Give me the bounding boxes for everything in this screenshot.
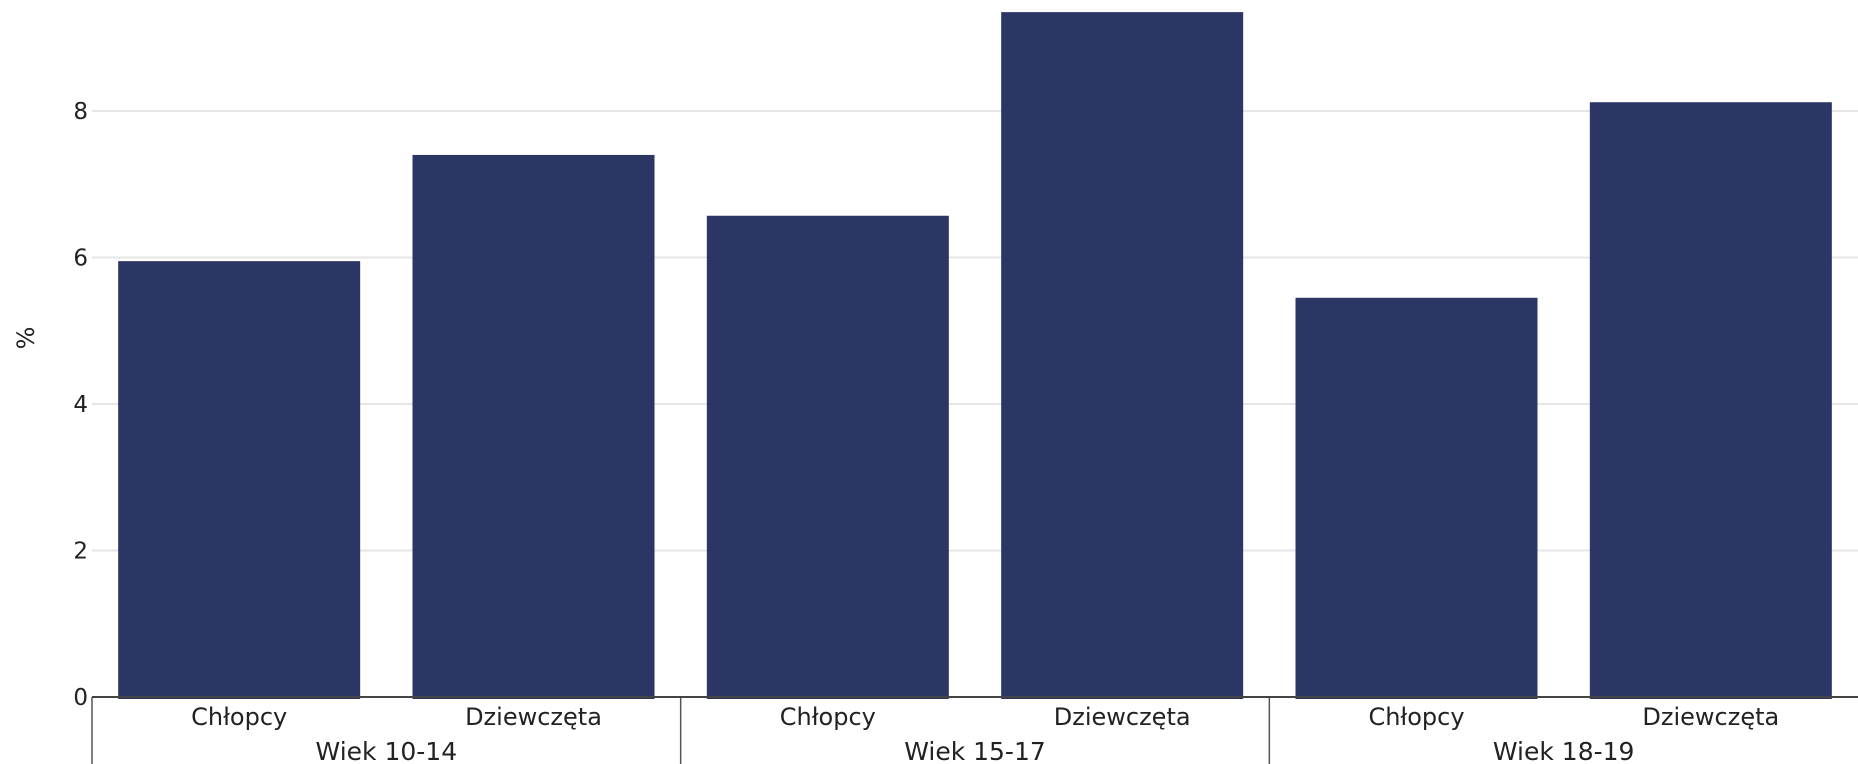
y-tick-label: 6 bbox=[73, 246, 88, 272]
y-tick-label: 4 bbox=[73, 392, 88, 418]
bar bbox=[1001, 12, 1244, 700]
x-group-label: Wiek 10-14 bbox=[316, 737, 458, 764]
x-category-label: Chłopcy bbox=[191, 703, 287, 731]
y-axis-title: % bbox=[12, 327, 40, 350]
x-category-label: Dziewczęta bbox=[1642, 703, 1779, 731]
bar bbox=[706, 215, 949, 699]
x-group-label: Wiek 18-19 bbox=[1493, 737, 1635, 764]
gridlines bbox=[92, 110, 1858, 552]
y-tick-label: 2 bbox=[73, 539, 88, 565]
bars bbox=[118, 12, 1832, 700]
bar bbox=[412, 154, 655, 699]
x-category-label: Chłopcy bbox=[1368, 703, 1464, 731]
y-tick-label: 0 bbox=[73, 685, 88, 711]
x-group-label: Wiek 15-17 bbox=[904, 737, 1046, 764]
x-category-label: Dziewczęta bbox=[1054, 703, 1191, 731]
bar bbox=[118, 261, 361, 699]
x-category-label: Dziewczęta bbox=[465, 703, 602, 731]
x-category-label: Chłopcy bbox=[780, 703, 876, 731]
axes bbox=[91, 696, 1858, 764]
y-tick-label: 8 bbox=[73, 99, 88, 125]
x-category-labels: Chłopcy Dziewczęta Wiek 10-14 Chłopcy Dziewc… bbox=[191, 703, 1779, 764]
bar bbox=[1295, 297, 1538, 699]
y-tick-labels: 0 2 4 6 8 bbox=[73, 99, 88, 711]
bar bbox=[1589, 102, 1832, 699]
